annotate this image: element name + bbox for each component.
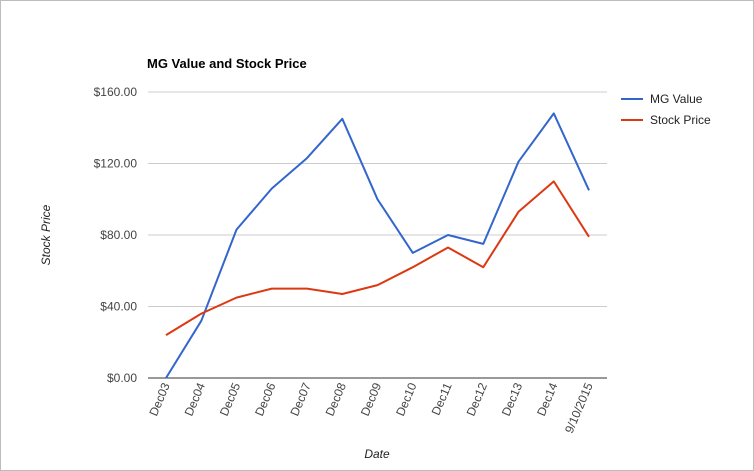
legend-label: Stock Price xyxy=(650,113,711,127)
y-axis-ticks: $0.00 $40.00 $80.00 $120.00 $160.00 xyxy=(94,85,138,385)
chart-title: MG Value and Stock Price xyxy=(147,56,307,71)
legend: MG Value Stock Price xyxy=(621,92,711,127)
y-tick-label: $120.00 xyxy=(94,157,138,171)
x-axis-title: Date xyxy=(364,447,390,461)
legend-label: MG Value xyxy=(650,92,703,106)
series-line-mg-value xyxy=(165,112,590,379)
y-tick-label: $40.00 xyxy=(100,300,137,314)
y-tick-label: $80.00 xyxy=(100,228,137,242)
gridlines xyxy=(148,91,607,307)
y-tick-label: $160.00 xyxy=(94,85,138,99)
y-tick-label: $0.00 xyxy=(107,371,137,385)
series-line-stock-price xyxy=(165,180,590,336)
y-axis-title: Stock Price xyxy=(39,204,53,265)
series-lines xyxy=(165,112,590,379)
